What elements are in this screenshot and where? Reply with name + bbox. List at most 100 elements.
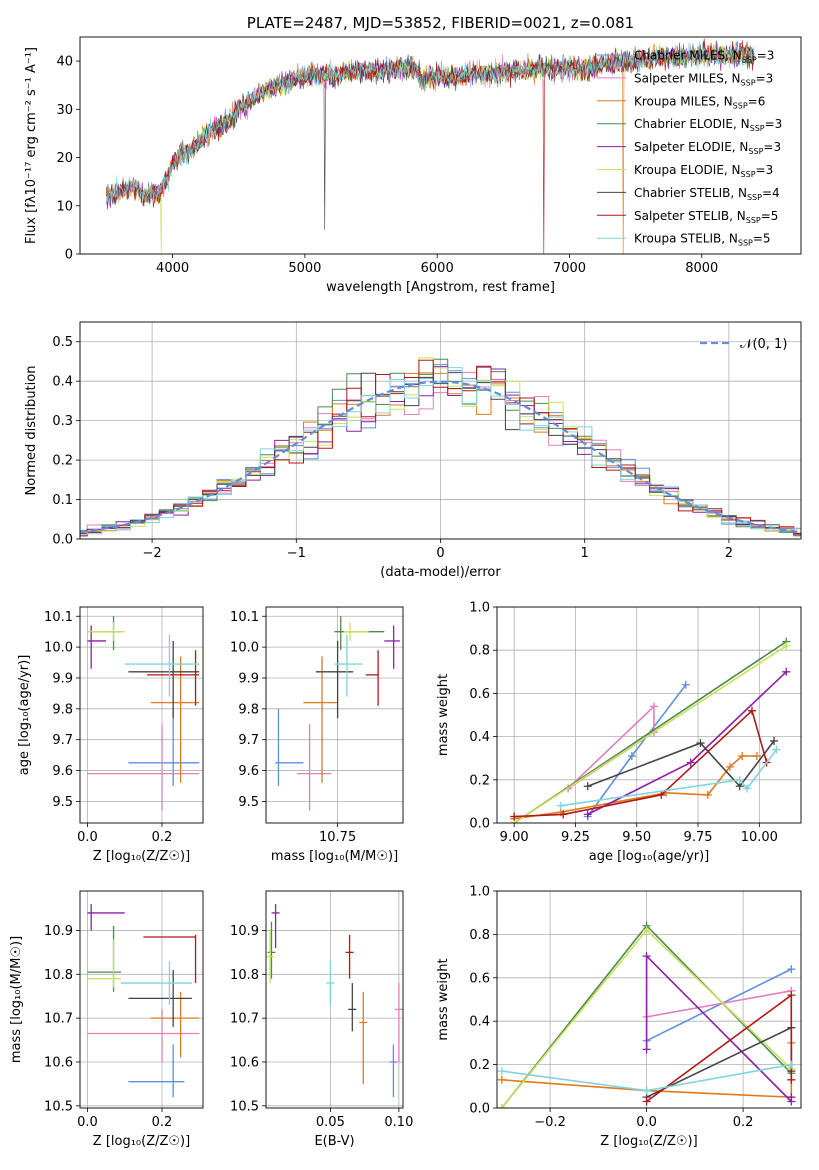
y-tick-label: 10.5 <box>44 1099 73 1114</box>
legend-text: =4 <box>762 186 780 200</box>
legend-text: Salpeter MILES, N <box>634 71 741 85</box>
x-tick-label: 6000 <box>421 261 454 276</box>
legend-text: =3 <box>757 49 775 63</box>
data-point <box>627 752 636 761</box>
data-point <box>583 810 592 819</box>
legend-label: Salpeter MILES, NSSP=3 <box>634 71 773 87</box>
y-tick-label: 10.7 <box>230 1012 259 1027</box>
y-tick-label: 0.6 <box>469 687 490 702</box>
data-point <box>681 680 690 689</box>
y-tick-label: 9.9 <box>238 671 259 686</box>
legend-subscript: SSP <box>738 239 753 248</box>
legend-text: Kroupa MILES, N <box>634 94 733 108</box>
x-tick-label: 10.75 <box>319 830 356 845</box>
y-tick-label: 10.1 <box>44 610 73 625</box>
axes-frame <box>265 890 404 1109</box>
spectrum-series-line <box>106 41 755 207</box>
axes-frame <box>496 890 802 1109</box>
y-tick-label: 9.5 <box>52 795 73 810</box>
legend-label: Kroupa MILES, NSSP=6 <box>634 94 765 110</box>
data-point <box>735 775 744 784</box>
x-tick-label: −0.2 <box>534 1115 566 1130</box>
data-point <box>787 965 796 974</box>
series-line <box>560 749 778 807</box>
data-point <box>772 745 781 754</box>
legend-text: Chabrier MILES, N <box>634 49 742 63</box>
legend-text: =5 <box>753 232 771 246</box>
x-tick-label: 0.05 <box>316 1115 345 1130</box>
data-point <box>782 641 791 650</box>
y-tick-label: 0.5 <box>52 335 73 350</box>
y-tick-label: 9.7 <box>52 733 73 748</box>
plot-area <box>80 322 801 539</box>
legend-label: Chabrier MILES, NSSP=3 <box>634 49 774 65</box>
y-tick-label: 10.7 <box>44 1012 73 1027</box>
y-tick-label: 0.4 <box>52 375 73 390</box>
x-tick-label: −1 <box>287 546 306 561</box>
y-tick-label: 30 <box>56 103 73 118</box>
legend-text: Kroupa ELODIE, N <box>634 163 741 177</box>
data-point <box>583 782 592 791</box>
y-axis-label: mass [log₁₀(M/M☉)] <box>9 936 24 1063</box>
series-line <box>646 990 792 1018</box>
y-tick-label: 0.0 <box>469 817 490 832</box>
data-point <box>770 736 779 745</box>
legend-subscript: SSP <box>750 124 765 133</box>
data-point <box>752 752 761 761</box>
x-tick-label: 9.00 <box>500 830 529 845</box>
plot-area <box>80 891 203 1108</box>
y-tick-label: 20 <box>56 151 73 166</box>
axes-frame <box>265 606 404 824</box>
panel-3: 0.0 0.2 9.5 9.6 9.7 9.8 9.9 10.0 10.1 Z [log₁₀(Z/… <box>17 606 204 864</box>
x-tick-label: 2 <box>725 546 733 561</box>
legend-text: =6 <box>748 94 766 108</box>
legend-label: Salpeter STELIB, NSSP=5 <box>634 209 778 225</box>
x-tick-label: 0.0 <box>77 830 98 845</box>
y-tick-label: 10.0 <box>230 641 259 656</box>
y-tick-label: 0.0 <box>52 533 73 548</box>
panel-2: −2 −1 0 1 2 0.0 0.1 0.2 0.3 0.4 0.5 (data-model)/er… <box>24 321 802 580</box>
y-axis-label: Flux [fλ10⁻¹⁷ erg cm⁻² s⁻¹ A⁻¹] <box>24 47 39 244</box>
panel-4: 10.75 9.5 9.6 9.7 9.8 9.9 10.0 10.1 mass [log₁₀(… <box>230 606 404 864</box>
legend-text: =3 <box>765 117 783 131</box>
x-tick-label: 0.2 <box>152 830 173 845</box>
x-tick-label: 1 <box>581 546 589 561</box>
series-line <box>646 968 792 1042</box>
plot-area <box>497 607 801 823</box>
y-tick-label: 0.8 <box>469 644 490 659</box>
data-point <box>642 952 651 961</box>
y-axis-label: age [log₁₀(age/yr)] <box>17 655 32 776</box>
y-tick-label: 0.1 <box>52 493 73 508</box>
legend-label: 𝒩(0, 1) <box>740 337 787 352</box>
legend-subscript: SSP <box>748 147 763 156</box>
legend-label: Kroupa ELODIE, NSSP=3 <box>634 163 773 179</box>
x-tick-label: 0.0 <box>636 1115 657 1130</box>
data-point <box>743 784 752 793</box>
data-point <box>725 762 734 771</box>
data-point <box>559 810 568 819</box>
data-point <box>642 1097 651 1106</box>
axes-frame <box>79 321 802 540</box>
legend-text: =5 <box>761 209 779 223</box>
histogram-series <box>80 367 801 535</box>
x-tick-label: 10.00 <box>741 830 778 845</box>
y-tick-label: 10.8 <box>44 968 73 983</box>
plot-area <box>106 38 755 254</box>
legend-label: Salpeter ELODIE, NSSP=3 <box>634 140 781 156</box>
x-axis-label: (data-model)/error <box>380 565 501 580</box>
x-tick-label: −2 <box>143 546 162 561</box>
y-axis-label: mass weight <box>436 958 451 1040</box>
data-point <box>497 1075 506 1084</box>
y-tick-label: 9.7 <box>238 733 259 748</box>
data-point <box>787 991 796 1000</box>
x-axis-label: E(B-V) <box>314 1134 354 1149</box>
y-tick-label: 40 <box>56 55 73 70</box>
spectrum-series-line <box>106 38 755 254</box>
y-tick-label: 10.9 <box>230 924 259 939</box>
y-tick-label: 10.8 <box>230 968 259 983</box>
histogram-series <box>80 359 801 534</box>
y-tick-label: 9.8 <box>52 702 73 717</box>
y-tick-label: 10.1 <box>230 610 259 625</box>
x-tick-label: 0.10 <box>384 1115 413 1130</box>
